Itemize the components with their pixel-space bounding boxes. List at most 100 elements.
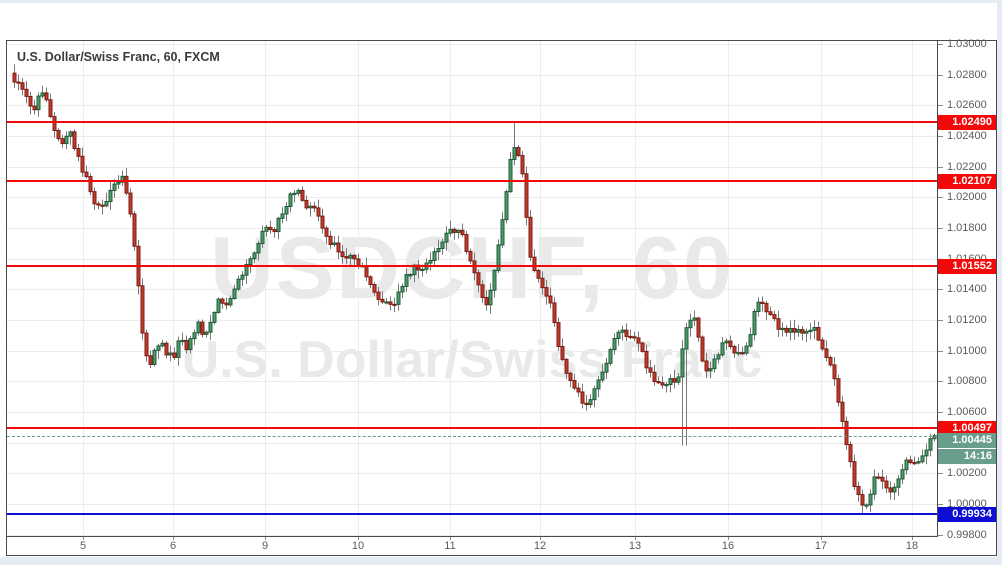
time-tick-mark xyxy=(265,537,266,540)
candle-up xyxy=(756,301,761,312)
candle-down xyxy=(56,129,61,140)
price-tick-label: 1.00800 xyxy=(947,375,987,387)
price-tick-label: 1.00600 xyxy=(947,406,987,418)
price-tick-mark xyxy=(938,289,943,290)
candle-up xyxy=(812,326,817,331)
candle-up xyxy=(720,342,725,356)
candle-up xyxy=(440,241,445,249)
candle-down xyxy=(100,204,105,207)
candle-up xyxy=(160,342,165,347)
candle-down xyxy=(32,105,37,111)
candle-down xyxy=(380,298,385,303)
resistance-line xyxy=(7,265,937,267)
candle-up xyxy=(592,388,597,401)
time-tick-mark xyxy=(358,537,359,540)
candle-down xyxy=(912,462,917,465)
candle-down xyxy=(624,329,629,337)
candle-up xyxy=(684,327,689,350)
candle-up xyxy=(152,349,157,365)
candle-up xyxy=(332,242,337,246)
candle-up xyxy=(432,251,437,261)
time-tick-mark xyxy=(821,537,822,540)
last-price-line xyxy=(7,436,937,437)
candle-down xyxy=(528,216,533,258)
candle-down xyxy=(520,155,525,175)
candle-down xyxy=(84,171,89,178)
candle-up xyxy=(904,459,909,471)
candle-down xyxy=(768,311,773,316)
candle-down xyxy=(12,72,17,83)
candle-down xyxy=(336,242,341,253)
candle-down xyxy=(124,175,129,194)
candle-down xyxy=(484,296,489,306)
candle-up xyxy=(180,339,185,343)
candle-down xyxy=(468,250,473,262)
candle-down xyxy=(312,205,317,209)
plot-area[interactable]: USDCHF, 60 U.S. Dollar/Swiss Franc U.S. … xyxy=(7,41,938,537)
candle-down xyxy=(696,317,701,338)
candle-up xyxy=(240,274,245,280)
time-tick-label: 17 xyxy=(814,540,828,552)
time-tick-mark xyxy=(635,537,636,540)
candle-up xyxy=(188,338,193,351)
price-axis[interactable]: 1.03000 1.02800 1.02600 1.02400 1.02200 1.020… xyxy=(938,38,996,555)
candle-down xyxy=(568,372,573,382)
candle-down xyxy=(220,298,225,304)
candle-up xyxy=(608,349,613,364)
candle-down xyxy=(652,371,657,383)
price-tick-mark xyxy=(938,535,943,536)
price-tick-label: 0.99800 xyxy=(947,529,987,541)
candle-up xyxy=(288,193,293,208)
candle-down xyxy=(316,207,321,217)
candle-down xyxy=(268,226,273,231)
candle-up xyxy=(744,345,749,354)
price-tick-mark xyxy=(938,351,943,352)
candle-down xyxy=(536,270,541,279)
candle-down xyxy=(836,378,841,403)
price-tick-label: 1.02600 xyxy=(947,99,987,111)
candle-up xyxy=(176,340,181,358)
time-tick-mark xyxy=(173,537,174,540)
price-tick-label: 1.01200 xyxy=(947,314,987,326)
candle-down xyxy=(856,485,861,496)
candle-up xyxy=(612,338,617,351)
candle-down xyxy=(548,295,553,304)
price-tick-mark xyxy=(938,75,943,76)
candle-down xyxy=(140,285,145,334)
candle-up xyxy=(688,319,693,329)
candle-down xyxy=(840,401,845,422)
candle-up xyxy=(752,310,757,336)
candle-down xyxy=(392,303,397,307)
candle-down xyxy=(552,302,557,324)
candle-up xyxy=(708,368,713,372)
candle-down xyxy=(576,387,581,393)
resistance-line xyxy=(7,180,937,182)
candle-down xyxy=(636,337,641,344)
candle-up xyxy=(804,330,809,334)
price-tick-mark xyxy=(938,105,943,106)
candle-up xyxy=(204,331,209,335)
candle-down xyxy=(352,254,357,260)
candle-up xyxy=(788,328,793,333)
candle-up xyxy=(396,291,401,305)
time-tick-label: 10 xyxy=(351,540,365,552)
candle-up xyxy=(492,269,497,291)
candle-down xyxy=(304,199,309,209)
candle-down xyxy=(44,92,49,101)
candle-down xyxy=(884,480,889,489)
price-tick-label: 1.02200 xyxy=(947,161,987,173)
candle-up xyxy=(244,263,249,276)
candle-up xyxy=(664,384,669,387)
candle-up xyxy=(104,201,109,207)
time-axis[interactable]: 5 6 9 10 11 12 13 16 17 18 xyxy=(7,537,937,555)
candle-up xyxy=(284,206,289,215)
last-time-tag: 14:16 xyxy=(938,449,996,464)
candle-up xyxy=(500,219,505,246)
candle-up xyxy=(264,226,269,232)
price-tick-mark xyxy=(938,473,943,474)
resistance-line xyxy=(7,121,937,123)
candle-up xyxy=(196,321,201,334)
candle-up xyxy=(168,352,173,356)
candle-up xyxy=(932,435,937,440)
candle-down xyxy=(800,329,805,334)
